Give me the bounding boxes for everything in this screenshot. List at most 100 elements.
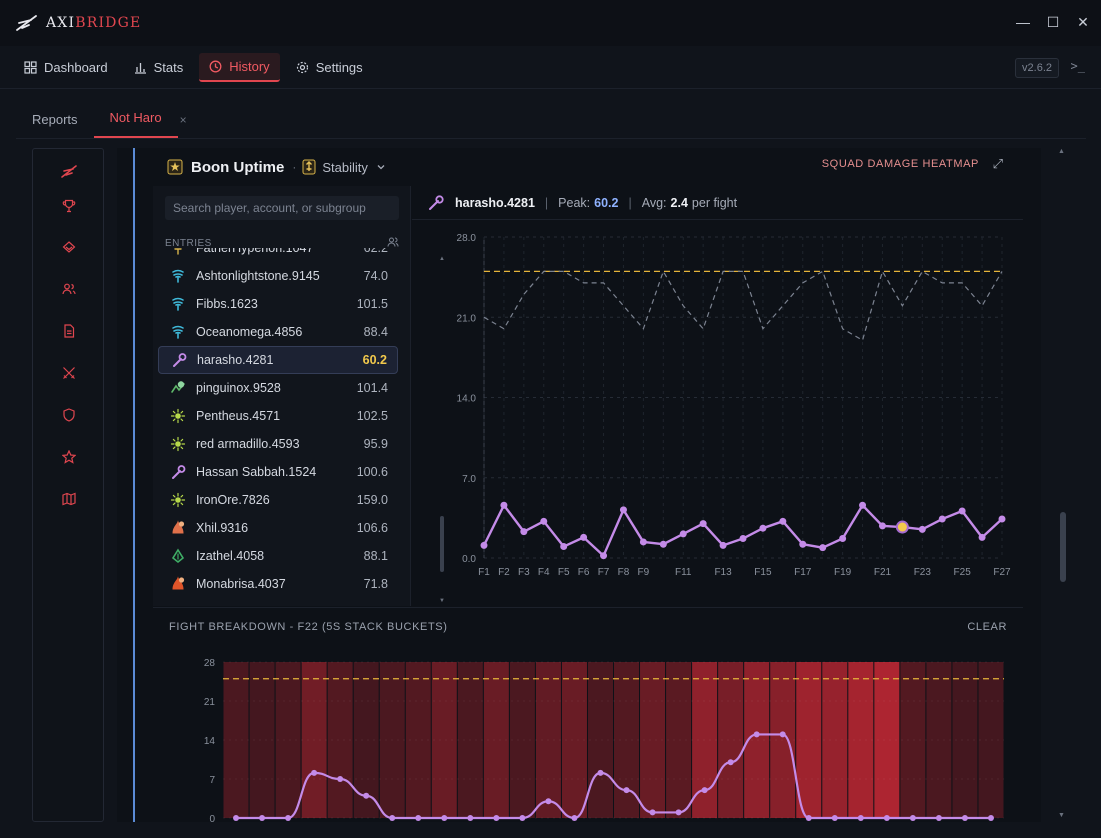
breakdown-title: FIGHT BREAKDOWN - F22 (5S STACK BUCKETS) <box>169 621 448 633</box>
entry-icon <box>169 350 189 370</box>
data-point <box>857 815 864 821</box>
entry-icon <box>168 406 188 426</box>
entry-row[interactable]: pinguinox.9528 101.4 <box>158 374 398 402</box>
entry-row[interactable]: harasho.4281 60.2 <box>158 346 398 374</box>
entry-icon <box>168 266 188 286</box>
fight-breakdown-chart[interactable]: 282114705s-10s15s-20s25s-30s35s-40s45s-5… <box>153 643 1023 822</box>
squad-damage-heatmap-button[interactable]: SQUAD DAMAGE HEATMAP <box>821 158 979 170</box>
entry-name: FatherHyperion.1047 <box>196 248 314 255</box>
search-input[interactable] <box>165 196 399 220</box>
entry-row[interactable]: Xhil.9316 106.6 <box>158 514 398 542</box>
heat-cell <box>275 662 301 818</box>
scroll-down-icon[interactable]: ▼ <box>439 598 445 604</box>
x-tick-label: F4 <box>538 567 550 578</box>
y-tick-label: 7 <box>209 775 215 786</box>
version-badge: v2.6.2 <box>1015 58 1059 78</box>
boon-selector[interactable]: Stability <box>302 159 386 175</box>
entry-row[interactable]: red armadillo.4593 95.9 <box>158 430 398 458</box>
player-chart-header: harasho.4281 | Peak: 60.2 | Avg: 2.4 per… <box>412 186 1023 220</box>
entry-icon <box>168 490 188 510</box>
entry-icon <box>168 462 188 482</box>
expand-icon[interactable]: ⤢ <box>992 156 1003 171</box>
minimize-button[interactable]: — <box>1016 14 1030 30</box>
trophy-icon[interactable] <box>59 196 79 216</box>
page-scroll-down-icon[interactable]: ▼ <box>1058 812 1065 819</box>
document-icon[interactable] <box>59 321 79 341</box>
fight-breakdown-panel: FIGHT BREAKDOWN - F22 (5S STACK BUCKETS)… <box>153 607 1023 822</box>
data-point <box>311 769 318 776</box>
data-point <box>878 522 886 530</box>
entries-scrollbar[interactable]: ▲ ▼ <box>439 256 445 604</box>
hand-heart-icon[interactable] <box>59 237 79 257</box>
entry-row[interactable]: IronOre.7826 159.0 <box>158 486 398 514</box>
tempest-icon <box>172 269 184 283</box>
tempest-icon <box>172 325 184 339</box>
entries-panel: ENTRIES FatherHyperion.1047 62.2 Ashtonlig… <box>153 186 445 606</box>
users-icon[interactable] <box>59 279 79 299</box>
map-icon[interactable] <box>59 489 79 509</box>
entry-value: 71.8 <box>363 577 388 591</box>
entry-row[interactable]: Monabrisa.4037 71.8 <box>158 570 398 598</box>
entry-value: 101.5 <box>356 297 388 311</box>
y-tick-label: 14 <box>204 736 216 747</box>
entry-name: Monabrisa.4037 <box>196 577 286 591</box>
entry-row[interactable]: Oceanomega.4856 88.4 <box>158 318 398 346</box>
squad-series-line <box>483 269 1003 342</box>
heat-cell <box>926 662 952 818</box>
x-tick-label: F7 <box>598 567 610 578</box>
tab-reports[interactable]: Reports <box>32 112 78 127</box>
nav-history[interactable]: History <box>199 52 280 82</box>
data-point <box>619 506 627 514</box>
heat-cell <box>509 662 535 818</box>
entry-row[interactable]: FatherHyperion.1047 62.2 <box>158 248 398 262</box>
entry-row[interactable]: Ashtonlightstone.9145 74.0 <box>158 262 398 290</box>
star-icon[interactable] <box>59 447 79 467</box>
entry-row[interactable]: Izathel.4058 88.1 <box>158 542 398 570</box>
page-scroll-up-icon[interactable]: ▲ <box>1058 148 1065 155</box>
entry-name: pinguinox.9528 <box>196 381 281 395</box>
uptime-line-chart[interactable]: 28.0 21.0 14.0 7.0 0.0F1 F2 F3 F4 F5 F6 F7 F8 F9 F11 F… <box>412 220 1023 606</box>
page-scrollbar[interactable]: ▲ ▼ <box>1058 148 1068 822</box>
entry-value: 95.9 <box>363 437 388 451</box>
y-tick-label: 0.0 <box>462 554 476 565</box>
user-group-icon[interactable] <box>387 236 399 248</box>
breakdown-clear-button[interactable]: CLEAR <box>967 621 1007 633</box>
entries-scroll-thumb[interactable] <box>440 516 444 572</box>
nav-dashboard[interactable]: Dashboard <box>14 53 118 82</box>
close-button[interactable]: ✕ <box>1077 13 1089 30</box>
entry-name: Fibbs.1623 <box>196 297 258 311</box>
shield-icon[interactable] <box>59 405 79 425</box>
brand-name: AXIBRIDGE <box>46 15 141 31</box>
nav-settings[interactable]: Settings <box>286 53 373 82</box>
y-tick-label: 28 <box>204 658 216 669</box>
data-point <box>259 815 266 821</box>
peak-value: 60.2 <box>594 195 619 210</box>
entry-name: Xhil.9316 <box>196 521 249 535</box>
heat-cell <box>535 662 561 818</box>
data-point <box>389 815 396 821</box>
terminal-button[interactable]: >_ <box>1070 59 1085 73</box>
nav-stats[interactable]: Stats <box>124 53 194 82</box>
maximize-button[interactable]: ☐ <box>1046 13 1060 30</box>
entry-row[interactable]: Hassan Sabbah.1524 100.6 <box>158 458 398 486</box>
heat-cell <box>249 662 275 818</box>
heat-cell <box>666 662 692 818</box>
entry-value: 88.4 <box>363 325 388 339</box>
data-point <box>727 759 734 766</box>
tab-close-icon[interactable]: × <box>179 113 187 127</box>
y-tick-label: 0 <box>209 814 215 822</box>
entry-row[interactable]: Pentheus.4571 102.5 <box>158 402 398 430</box>
heat-cell <box>900 662 926 818</box>
swords-icon[interactable] <box>59 161 79 181</box>
crossed-swords-icon[interactable] <box>59 363 79 383</box>
entry-row[interactable]: Fibbs.1623 101.5 <box>158 290 398 318</box>
scroll-up-icon[interactable]: ▲ <box>439 256 445 262</box>
nav-history-label: History <box>229 58 270 74</box>
data-point <box>701 787 708 794</box>
page-scroll-thumb[interactable] <box>1060 512 1066 582</box>
data-point <box>675 809 682 816</box>
x-tick-label: F1 <box>478 567 490 578</box>
heat-cell <box>952 662 978 818</box>
tab-not-haro[interactable]: Not Haro <box>93 110 178 138</box>
data-point <box>679 530 687 538</box>
